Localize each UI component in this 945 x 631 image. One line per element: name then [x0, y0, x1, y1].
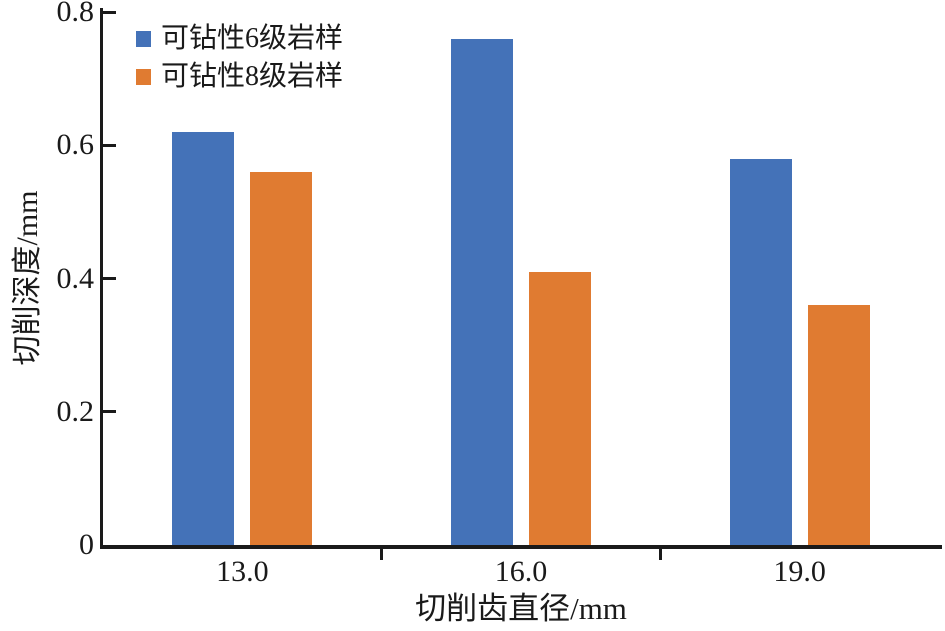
legend-item: 可钻性8级岩样	[136, 62, 343, 92]
legend-item: 可钻性6级岩样	[136, 24, 343, 54]
bar-可钻性8级岩样-19.0	[807, 305, 870, 545]
legend-swatch-可钻性8级岩样	[136, 69, 151, 85]
x-axis-boundary-tick	[380, 549, 384, 560]
legend-label: 可钻性6级岩样	[161, 23, 344, 54]
x-axis-line	[100, 545, 942, 549]
y-axis-line	[100, 8, 103, 548]
x-category-label: 16.0	[494, 555, 548, 588]
bar-可钻性6级岩样-13.0	[172, 131, 235, 545]
legend: 可钻性6级岩样 可钻性8级岩样	[136, 24, 343, 92]
bar-可钻性8级岩样-16.0	[529, 271, 591, 545]
y-tick-label: 0.6	[56, 128, 95, 162]
y-axis-tick	[103, 410, 116, 414]
x-axis-boundary-tick	[658, 549, 662, 560]
x-axis-title: 切削齿直径/mm	[415, 591, 627, 626]
y-tick-label: 0.4	[56, 261, 95, 295]
bar-可钻性6级岩样-16.0	[451, 38, 513, 545]
plot-area	[100, 8, 942, 560]
y-axis-tick	[103, 10, 116, 14]
y-tick-label: 0.2	[56, 394, 95, 428]
legend-label: 可钻性8级岩样	[161, 61, 344, 92]
bar-可钻性6级岩样-19.0	[729, 158, 792, 545]
legend-swatch-可钻性6级岩样	[136, 31, 151, 47]
y-tick-label: 0	[79, 528, 94, 561]
x-category-label: 19.0	[773, 555, 826, 588]
y-axis-tick	[103, 143, 116, 147]
y-axis-tick	[103, 277, 116, 280]
y-tick-label: 0.8	[56, 0, 95, 28]
x-category-label: 13.0	[216, 555, 269, 588]
bar-可钻性8级岩样-13.0	[250, 171, 313, 545]
